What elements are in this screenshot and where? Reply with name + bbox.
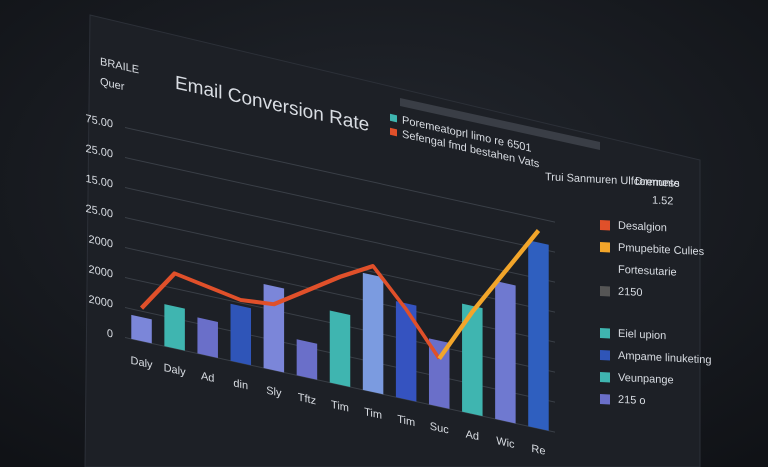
x-tick-label: Tim [397,413,415,429]
bar [329,310,351,388]
x-tick-label: Re [531,443,545,458]
bar [296,339,318,380]
bar [462,303,483,417]
legend-bar [400,97,600,150]
x-tick-label: Tftz [298,392,317,408]
legend-label: Ampame linuketing [618,350,712,367]
x-tick-label: Wic [496,435,515,451]
legend-label: Eiel upion [618,328,666,342]
x-tick-label: din [233,377,248,392]
bar [362,272,384,395]
grid-line [125,156,555,253]
legend-swatch [390,113,397,123]
y-tick-label: 2000 [89,233,113,250]
bar [164,304,185,351]
legend-label: 2150 [618,286,642,299]
x-tick-label: Daly [164,362,186,379]
legend-label: Veunpange [618,372,674,387]
legend-swatch [600,372,610,383]
legend-label: Fortesutarie [618,264,677,279]
legend-swatch [600,220,610,231]
bar [395,301,417,402]
legend-swatch [390,127,397,137]
grid-line [125,186,555,283]
line [139,264,441,360]
legend-swatch [600,328,610,339]
legend-label: 215 o [618,394,646,407]
x-tick-label: Tim [364,406,382,422]
x-tick-label: Daly [131,355,153,372]
legend-swatch [600,350,610,361]
bar [263,283,285,373]
bar [428,338,450,409]
corner-text: Quer [100,76,125,93]
side-panel: Trui Sanmuren UlfcormunteDrerness1.52Des… [545,171,712,407]
bar [131,314,152,344]
x-tick-label: Sly [266,385,282,400]
y-tick-label: 0 [107,328,113,341]
legend-label: Desalgion [618,220,667,234]
legend-label: Pmupebite Culies [618,242,705,258]
bar [495,280,516,424]
stat-value: 1.52 [652,195,673,208]
stat-label: Drerness [635,176,680,190]
legend-swatch [600,394,610,405]
legend-swatch [600,286,610,297]
bar [197,317,218,358]
line [437,228,541,361]
x-tick-label: Ad [466,428,479,443]
bar [230,303,252,366]
bar [528,240,549,431]
y-tick-label: 2000 [89,293,113,310]
x-tick-label: Suc [430,421,449,437]
legend-swatch [600,242,610,253]
grid-line [125,126,555,223]
x-tick-label: Tim [331,399,349,415]
y-tick-label: 2000 [89,263,113,280]
x-tick-label: Ad [201,370,214,385]
grid-line [125,246,555,343]
